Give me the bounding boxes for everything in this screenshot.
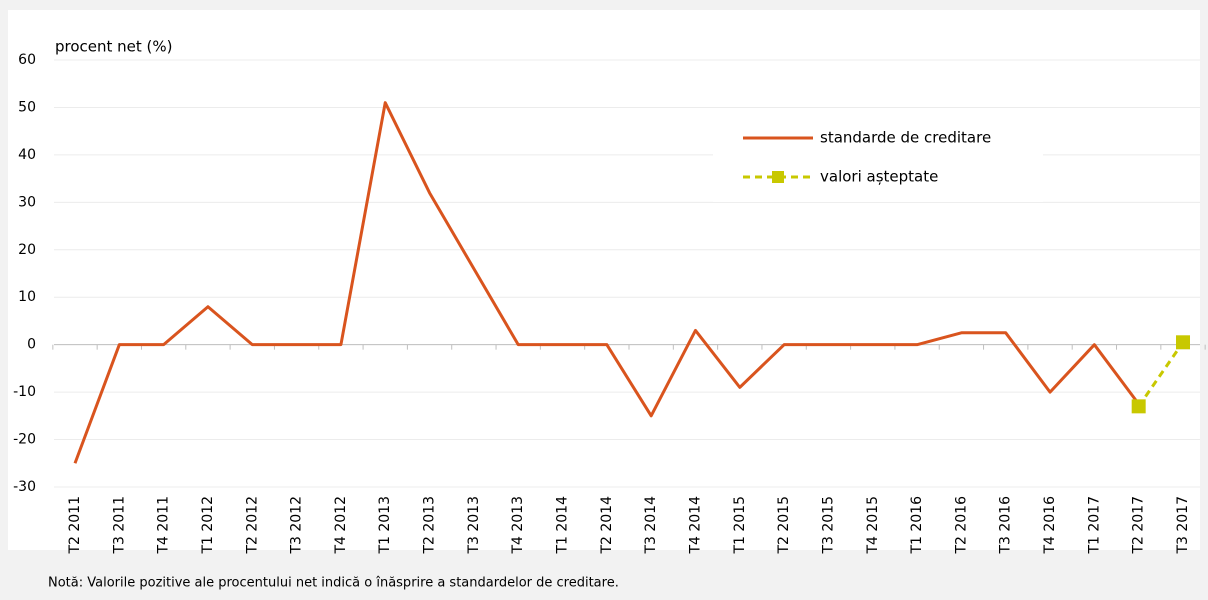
x-tick-label: T3 2013	[466, 496, 482, 555]
x-tick-label: T2 2017	[1131, 496, 1147, 555]
y-tick-label: 60	[18, 52, 36, 68]
x-tick-label: T4 2011	[156, 496, 172, 555]
x-tick-label: T4 2016	[1042, 496, 1058, 555]
x-tick-label: T2 2013	[422, 496, 438, 555]
y-tick-label: 40	[18, 147, 36, 163]
x-tick-label: T3 2016	[998, 496, 1014, 555]
x-tick-label: T1 2012	[200, 496, 216, 555]
y-tick-label: 30	[18, 194, 36, 210]
x-tick-label: T1 2013	[377, 496, 393, 555]
x-tick-label: T2 2011	[67, 496, 83, 555]
footnote: Notă: Valorile pozitive ale procentului …	[48, 576, 619, 591]
x-tick-label: T4 2012	[333, 496, 349, 555]
x-tick-label: T2 2015	[776, 496, 792, 555]
legend-label: standarde de creditare	[820, 129, 991, 147]
expected-marker	[1176, 335, 1190, 350]
x-tick-label: T1 2017	[1086, 496, 1102, 555]
expected-marker	[1131, 399, 1146, 414]
y-tick-label: 0	[27, 337, 36, 353]
x-tick-label: T2 2016	[953, 496, 969, 555]
legend-marker	[772, 171, 784, 183]
y-tick-label: 10	[18, 289, 36, 305]
x-tick-label: T1 2016	[909, 496, 925, 555]
x-tick-label: T4 2014	[687, 496, 703, 555]
x-tick-label: T1 2015	[732, 496, 748, 555]
x-tick-label: T3 2014	[643, 496, 659, 555]
y-tick-label: 20	[18, 242, 36, 258]
x-tick-label: T3 2015	[820, 496, 836, 555]
x-tick-label: T4 2013	[510, 496, 526, 555]
y-axis-label: procent net (%)	[55, 38, 173, 56]
y-tick-label: -10	[13, 384, 36, 400]
y-tick-label: -20	[13, 432, 36, 448]
x-tick-label: T2 2012	[244, 496, 260, 555]
x-tick-label: T3 2017	[1175, 496, 1191, 555]
x-tick-label: T1 2014	[555, 496, 571, 555]
x-tick-label: T4 2015	[865, 496, 881, 555]
series-line	[73, 101, 1140, 464]
legend-label: valori așteptate	[820, 168, 938, 186]
x-tick-label: T2 2014	[599, 496, 615, 555]
x-tick-label: T3 2012	[289, 496, 305, 555]
x-tick-label: T3 2011	[111, 496, 127, 555]
y-tick-label: -30	[13, 479, 36, 495]
y-tick-label: 50	[18, 99, 36, 115]
legend-box	[713, 118, 1043, 202]
series-line	[1137, 341, 1185, 408]
plot-panel	[8, 10, 1200, 550]
